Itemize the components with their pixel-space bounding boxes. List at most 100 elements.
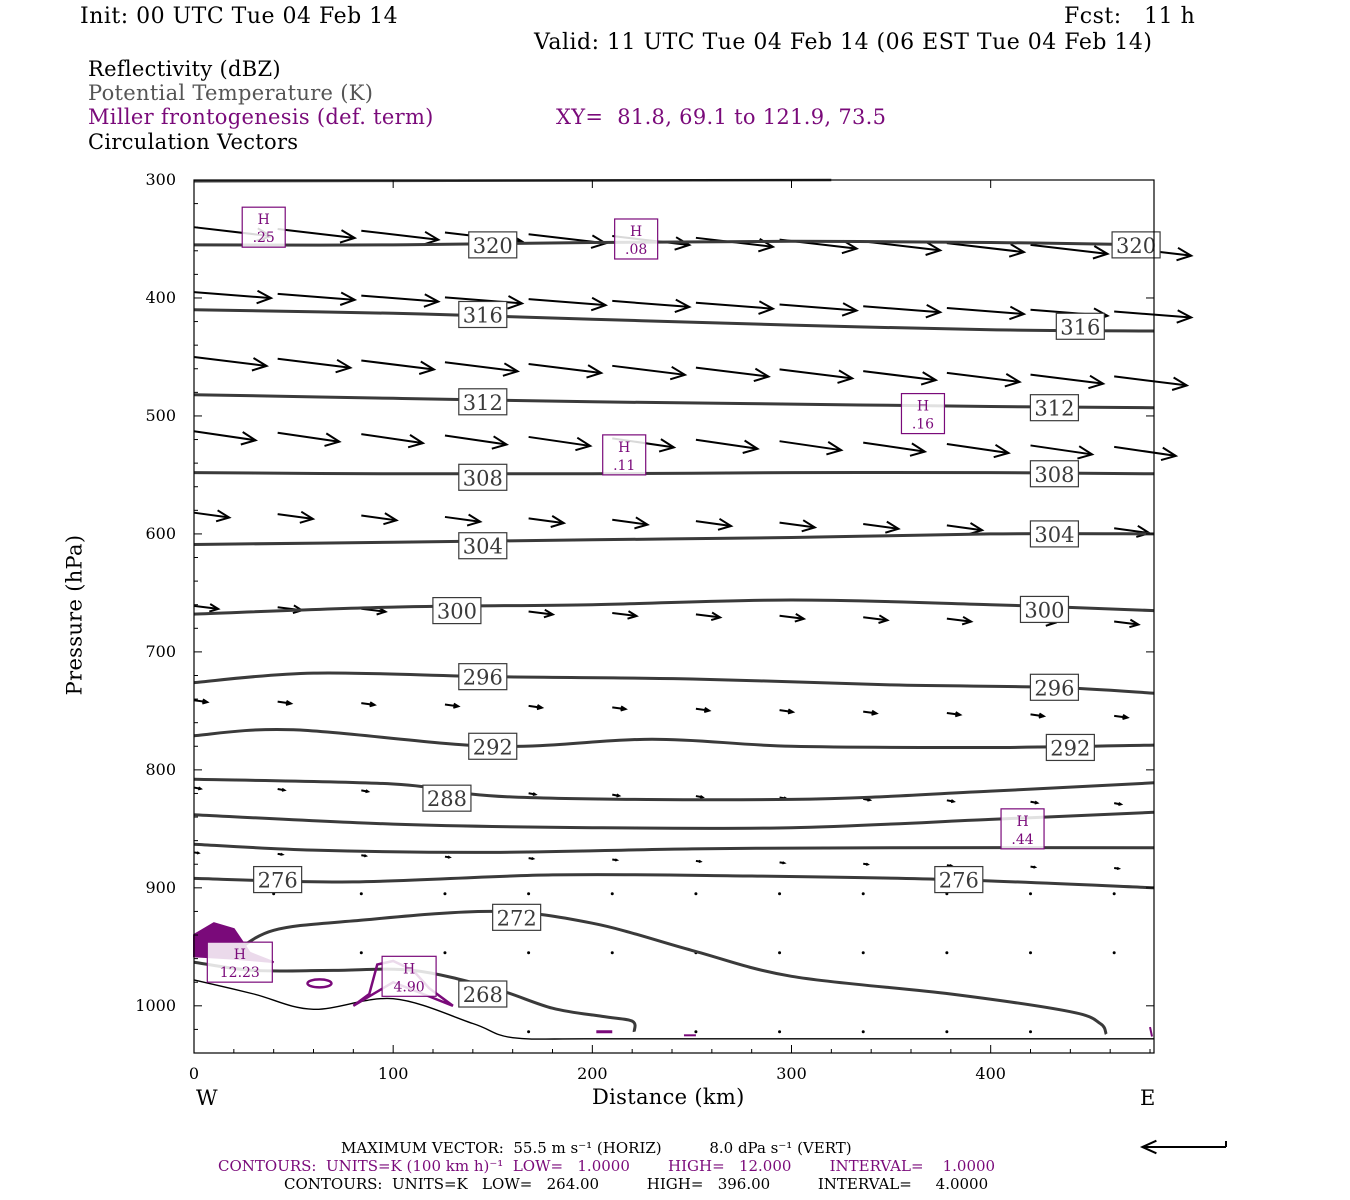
isentrope-292 (193, 728, 1155, 750)
circulation-vector (1030, 243, 1108, 255)
circulation-vector-head (781, 861, 787, 865)
terrain (193, 979, 1154, 1040)
fronto-max-value: .11 (613, 458, 635, 474)
circulation-vector-head (281, 787, 287, 792)
circulation-vector-head (717, 517, 734, 531)
circulation-vector-head (669, 365, 688, 381)
circulation-vector (444, 434, 507, 446)
isentropes (193, 178, 1155, 1035)
circulation-vector-head (634, 516, 650, 530)
circulation-vector-head (871, 709, 879, 716)
isentrope-label-box (432, 597, 482, 625)
circulation-vector-head (335, 358, 353, 374)
isentrope-label-box (458, 388, 508, 416)
circulation-vector-head (674, 236, 692, 251)
circulation-vector (1114, 527, 1150, 535)
circulation-vector-head (710, 611, 723, 622)
circulation-vector (946, 242, 1024, 254)
cross-section-xy: XY= 81.8, 69.1 to 121.9, 73.5 (556, 105, 887, 129)
circulation-vector-dot (861, 1030, 865, 1034)
circulation-vector (779, 440, 842, 452)
isentrope-label: 292 (473, 735, 513, 759)
isentrope-label: 320 (473, 234, 513, 258)
isentrope-label: 320 (1116, 234, 1156, 258)
fronto-max-box (614, 218, 659, 260)
circulation-vector (528, 298, 606, 307)
circulation-vector-dot (527, 1030, 531, 1034)
circulation-vector-head (447, 855, 452, 859)
circulation-vector-head (954, 711, 963, 718)
x-tick-label: 100 (378, 1064, 409, 1083)
circulation-vector (779, 303, 857, 312)
circulation-vector-head (365, 789, 371, 794)
isentrope-label-box (1029, 673, 1080, 701)
x-tick-label: 200 (577, 1064, 608, 1083)
circulation-vector-head (209, 603, 221, 613)
field-frontogenesis: Miller frontogenesis (def. term) (88, 105, 434, 129)
circulation-vector-head (197, 786, 203, 791)
circulation-vector (863, 305, 941, 314)
circulation-vector (528, 363, 602, 375)
isentrope-label: 304 (463, 535, 503, 559)
fronto-max-marker: H (618, 440, 630, 456)
fronto-max-value: 4.90 (394, 979, 425, 995)
isentrope-label: 300 (1024, 598, 1064, 622)
circulation-vector (695, 438, 758, 450)
isentrope-label: 296 (1034, 676, 1074, 700)
fronto-max-marker: H (403, 961, 415, 977)
circulation-vector (779, 614, 804, 620)
circulation-vector-head (1004, 373, 1022, 388)
circulation-vector (946, 524, 983, 532)
circulation-vector-head (285, 699, 294, 706)
init-time: Init: 00 UTC Tue 04 Feb 14 (80, 4, 399, 29)
fronto-max-marker: H (630, 224, 642, 240)
circulation-vector-dot (1112, 951, 1116, 955)
circulation-vector-head (1129, 618, 1141, 629)
circulation-vector-head (1034, 800, 1040, 805)
circulation-vector-dot (778, 892, 782, 896)
circulation-vector (695, 520, 732, 527)
y-tick-label: 1000 (135, 996, 176, 1015)
circulation-vectors (193, 226, 1194, 1034)
circulation-vector-head (1160, 446, 1179, 462)
circulation-vector (612, 364, 685, 376)
circulation-vector-head (423, 230, 441, 246)
circulation-vector (695, 301, 773, 310)
circulation-vector-head (925, 241, 943, 256)
circulation-vector (528, 435, 591, 447)
circulation-vector (946, 371, 1020, 383)
circulation-vector-head (758, 300, 776, 315)
x-tick-label: 300 (776, 1064, 807, 1083)
axes: 300 400 500 600 700 800 900 1000 0 100 200 300 400 (135, 170, 1155, 1083)
circulation-vector-head (251, 357, 270, 372)
y-tick-label: 500 (145, 406, 176, 425)
fronto-max-value: .16 (912, 417, 934, 433)
circulation-vector (193, 355, 267, 367)
circulation-vector-dot (945, 951, 949, 955)
circulation-vector-head (627, 610, 639, 620)
circulation-vector-dot (1029, 1030, 1033, 1034)
circulation-vector-head (324, 432, 342, 447)
circulation-vector-dot (443, 892, 447, 896)
circulation-vector-head (1176, 309, 1194, 324)
circulation-vector-head (826, 441, 844, 456)
fronto-max-box (241, 206, 286, 248)
y-axis-title: Pressure (hPa) (62, 534, 87, 696)
plot-frame (193, 179, 1155, 1054)
circulation-vector-head (698, 859, 703, 863)
x-axis-title: Distance (km) (592, 1085, 745, 1109)
circulation-vector-head (418, 360, 437, 375)
circulation-vector (528, 610, 553, 616)
circulation-vector (1114, 375, 1187, 387)
circulation-vector-head (196, 851, 201, 855)
circulation-vector (193, 604, 219, 610)
circulation-vector-head (339, 229, 358, 244)
circulation-vector-dot (610, 951, 614, 955)
fronto-max-marker: H (234, 947, 246, 963)
circulation-vector (277, 513, 313, 520)
circulation-vector-head (1116, 866, 1122, 871)
isentrope-label: 308 (463, 466, 503, 490)
circulation-vector (695, 613, 721, 619)
y-tick-label: 600 (145, 524, 176, 543)
circulation-vector-head (1077, 445, 1095, 460)
